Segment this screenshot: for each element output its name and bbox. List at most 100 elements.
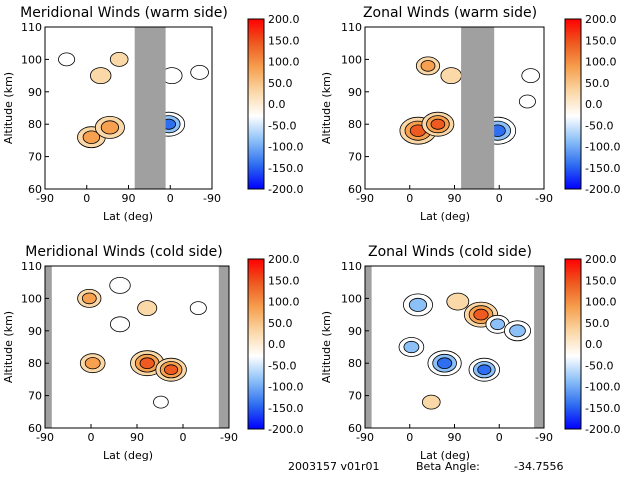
colorbar-tick-label: 0.0 (268, 98, 286, 111)
x-tick-label: -90 (220, 431, 238, 444)
x-axis-label: Lat (deg) (103, 449, 153, 462)
x-tick-label: -90 (36, 192, 54, 205)
contour-level (420, 60, 436, 72)
colorbar-scale (564, 18, 582, 190)
x-tick-label: 90 (122, 192, 136, 205)
x-tick-label: 0 (406, 192, 413, 205)
footer-beta-label: Beta Angle: (416, 460, 480, 473)
x-tick-label: -90 (535, 192, 553, 205)
colorbar-tick-label: 0.0 (268, 338, 286, 351)
colorbar-tick-label: -200.0 (268, 423, 303, 436)
no-data-band (534, 266, 544, 428)
x-tick-label: -90 (535, 431, 553, 444)
colorbars: 200.0 150.0 100.0 50.0 0.0 -50.0 -100.0 -150.0 -… (247, 13, 620, 436)
x-tick-label: 0 (406, 431, 413, 444)
contour-level (100, 120, 120, 135)
colorbar-tick-label: 100.0 (585, 56, 617, 69)
y-tick-label: 70 (28, 151, 42, 164)
colorbar-tick-label: 50.0 (268, 77, 293, 90)
colorbar-tick-label: 200.0 (268, 13, 300, 26)
colorbar-tick-label: -50.0 (585, 359, 613, 372)
colorbar-tick-label: 0.0 (585, 98, 603, 111)
colorbar: 200.0 150.0 100.0 50.0 0.0 -50.0 -100.0 -150.0 -… (247, 13, 303, 196)
colorbar-tick-label: 100.0 (268, 296, 300, 309)
colorbar-scale (564, 258, 582, 430)
colorbar-tick-label: 150.0 (268, 274, 300, 287)
y-tick-label: 100 (21, 292, 42, 305)
colorbar: 200.0 150.0 100.0 50.0 0.0 -50.0 -100.0 -150.0 -… (564, 13, 620, 196)
x-tick-label: -90 (356, 192, 374, 205)
colorbar-tick-label: -50.0 (268, 359, 296, 372)
plot-frame (364, 265, 545, 429)
colorbar-tick-label: -100.0 (268, 381, 303, 394)
y-axis-label: Altitude (km) (320, 311, 333, 383)
contour-level (189, 301, 207, 316)
contour-level (164, 364, 179, 376)
no-data-band (218, 266, 229, 428)
panel-title: Zonal Winds (warm side) (363, 5, 537, 21)
colorbar-tick-label: -150.0 (268, 402, 303, 415)
x-tick-label: 0 (167, 192, 174, 205)
contour-level (436, 357, 453, 370)
y-tick-label: 60 (348, 183, 362, 196)
contour-level (89, 67, 112, 84)
colorbar: 200.0 150.0 100.0 50.0 0.0 -50.0 -100.0 -150.0 -… (564, 253, 620, 436)
contour-level (521, 68, 540, 83)
y-tick-label: 70 (348, 390, 362, 403)
x-tick-label: 0 (496, 431, 503, 444)
contour-level (82, 130, 101, 144)
panel-meridional-cold: Meridional Winds (cold side) -90 0 90 0 -906… (2, 244, 238, 462)
colorbar-tick-label: -200.0 (585, 183, 620, 196)
x-tick-label: 0 (180, 431, 187, 444)
x-tick-label: -90 (356, 431, 374, 444)
contour-level (153, 395, 169, 409)
contour-level (58, 52, 76, 67)
colorbar-tick-label: 50.0 (585, 317, 610, 330)
y-tick-label: 110 (341, 21, 362, 34)
y-tick-label: 100 (341, 53, 362, 66)
panel-meridional-warm: Meridional Winds (warm side) -90 0 90 0 -906… (2, 5, 228, 223)
colorbar-tick-label: 100.0 (585, 296, 617, 309)
panel-zonal-warm: Zonal Winds (warm side) -90 0 90 0 -90607080… (320, 5, 553, 223)
y-tick-label: 90 (28, 325, 42, 338)
contour-level (137, 300, 158, 317)
colorbar-tick-label: 50.0 (268, 317, 293, 330)
no-data-band (461, 27, 495, 189)
colorbar-tick-label: 150.0 (585, 34, 617, 47)
panel-zonal-cold: Zonal Winds (cold side) -90 0 90 0 -90607080… (320, 244, 553, 462)
colorbar-tick-label: -50.0 (268, 119, 296, 132)
contour-level (190, 65, 209, 80)
contour-level (440, 67, 462, 84)
colorbar-tick-label: -150.0 (268, 162, 303, 175)
y-tick-label: 100 (341, 292, 362, 305)
colorbar-scale (247, 258, 265, 430)
colorbar-tick-label: -100.0 (268, 141, 303, 154)
y-axis-label: Altitude (km) (320, 72, 333, 144)
y-tick-label: 90 (348, 325, 362, 338)
no-data-band (365, 266, 372, 428)
x-tick-label: 0 (496, 192, 503, 205)
y-tick-label: 80 (28, 357, 42, 370)
contour-level (109, 276, 131, 294)
no-data-band (45, 266, 52, 428)
x-tick-label: 0 (88, 431, 95, 444)
y-tick-label: 80 (348, 357, 362, 370)
colorbar-tick-label: -150.0 (585, 162, 620, 175)
panel-title: Meridional Winds (warm side) (20, 5, 228, 21)
contour-level (408, 297, 428, 312)
x-tick-label: 90 (448, 192, 462, 205)
y-tick-label: 60 (28, 183, 42, 196)
plot-frame (44, 265, 230, 429)
no-data-band (134, 27, 166, 189)
y-tick-label: 80 (348, 118, 362, 131)
colorbar-tick-label: -100.0 (585, 141, 620, 154)
colorbar-tick-label: 50.0 (585, 77, 610, 90)
footer-beta-value: -34.7556 (514, 460, 563, 473)
y-tick-label: 100 (21, 53, 42, 66)
contour-level (473, 308, 489, 321)
contour-level (109, 52, 129, 67)
